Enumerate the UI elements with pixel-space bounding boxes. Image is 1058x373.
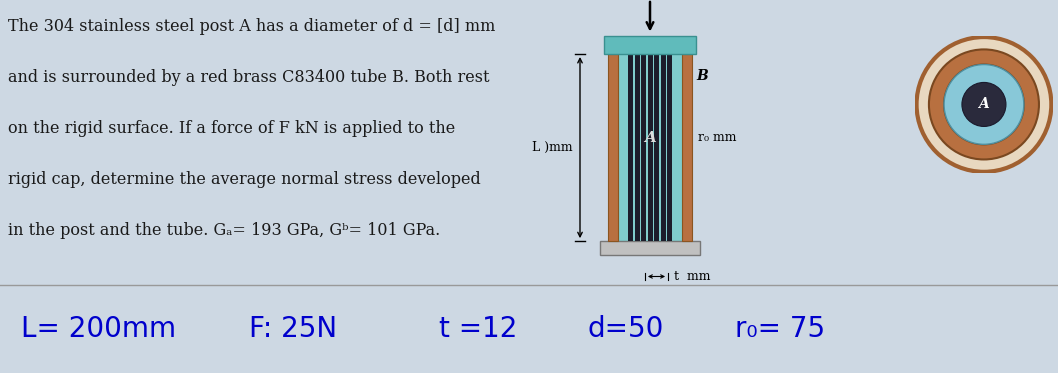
Wedge shape (929, 50, 1039, 159)
Text: r₀ mm: r₀ mm (698, 131, 736, 144)
Bar (660, 54, 665, 241)
Text: t  mm: t mm (674, 270, 711, 283)
Bar (647, 54, 653, 241)
Text: L= 200mm: L= 200mm (21, 315, 177, 343)
Bar (608, 54, 618, 241)
Text: t =12: t =12 (439, 315, 517, 343)
Text: and is surrounded by a red brass C83400 tube B. Both rest: and is surrounded by a red brass C83400 … (8, 69, 490, 86)
Text: rigid cap, determine the average normal stress developed: rigid cap, determine the average normal … (8, 171, 480, 188)
Text: A: A (979, 97, 989, 112)
Text: The 304 stainless steel post A has a diameter of d = [d] mm: The 304 stainless steel post A has a dia… (8, 18, 495, 35)
Bar (667, 54, 672, 241)
Text: on the rigid surface. If a force of F kN is applied to the: on the rigid surface. If a force of F kN… (8, 120, 455, 137)
Circle shape (916, 37, 1052, 172)
Bar (618, 54, 682, 241)
Text: L )mm: L )mm (532, 141, 573, 154)
Bar (604, 37, 696, 54)
Text: A: A (644, 131, 656, 145)
Bar (628, 54, 633, 241)
Bar (635, 54, 639, 241)
Circle shape (944, 65, 1024, 144)
Circle shape (962, 82, 1006, 126)
Bar (641, 54, 646, 241)
Text: F: 25N: F: 25N (249, 315, 336, 343)
Text: r₀= 75: r₀= 75 (735, 315, 825, 343)
Text: in the post and the tube. Gₐ= 193 GPa, Gᵇ= 101 GPa.: in the post and the tube. Gₐ= 193 GPa, G… (8, 222, 440, 239)
Bar (654, 54, 659, 241)
Bar (600, 241, 700, 255)
Text: B: B (696, 69, 708, 83)
Text: d=50: d=50 (587, 315, 663, 343)
Bar (682, 54, 692, 241)
